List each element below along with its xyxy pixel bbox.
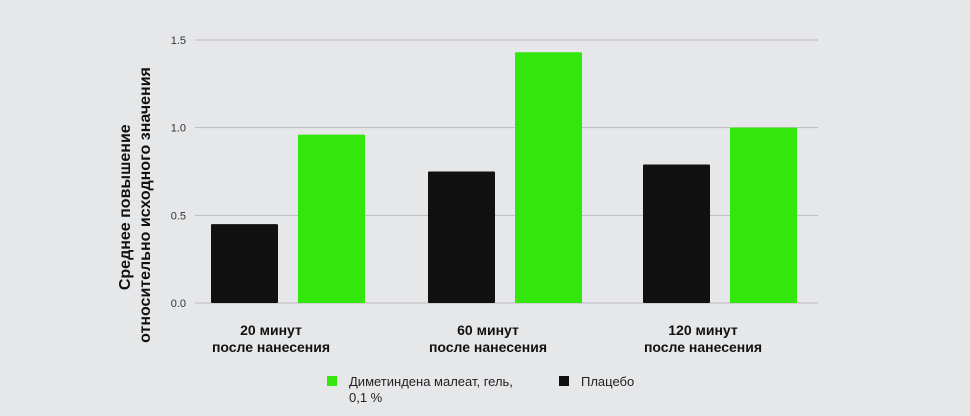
legend-swatch	[559, 376, 569, 386]
bar	[515, 52, 582, 304]
x-category-label: 120 минут после нанесения	[644, 322, 762, 355]
legend-label: Диметиндена малеат, гель, 0,1 %	[349, 374, 513, 405]
y-axis-label-line-2: относительно исходного значения	[137, 67, 154, 343]
x-category-label: 60 минут после нанесения	[429, 322, 547, 355]
y-tick-label: 1.0	[171, 123, 186, 135]
bar	[211, 224, 278, 303]
bars	[211, 52, 797, 304]
x-category-label-line: 20 минут	[240, 322, 302, 338]
x-category-label-line: 60 минут	[457, 322, 519, 338]
legend-label-line: Плацебо	[581, 374, 634, 389]
bar	[298, 134, 365, 303]
x-category-label: 20 минут после нанесения	[212, 322, 330, 355]
x-category-label-line: после нанесения	[429, 339, 547, 355]
bar	[730, 127, 797, 304]
y-tick-label: 1.5	[171, 35, 186, 47]
bar	[428, 171, 495, 303]
y-tick-label: 0.0	[171, 298, 186, 310]
y-axis-label-line-1: Среднее повышение	[117, 124, 134, 290]
bar	[643, 164, 710, 303]
x-category-label-line: после нанесения	[644, 339, 762, 355]
legend: Диметиндена малеат, гель, 0,1 % Плацебо	[327, 374, 634, 405]
legend-label: Плацебо	[581, 374, 634, 389]
gridlines	[195, 39, 818, 304]
legend-label-line: Диметиндена малеат, гель,	[349, 374, 513, 389]
y-axis-ticks: 0.0 0.5 1.0 1.5	[171, 35, 186, 310]
y-axis-label: Среднее повышение относительно исходного…	[117, 67, 154, 343]
legend-swatch	[327, 376, 337, 386]
legend-label-line: 0,1 %	[349, 390, 383, 405]
y-tick-label: 0.5	[171, 210, 186, 222]
x-category-label-line: после нанесения	[212, 339, 330, 355]
x-category-label-line: 120 минут	[668, 322, 738, 338]
